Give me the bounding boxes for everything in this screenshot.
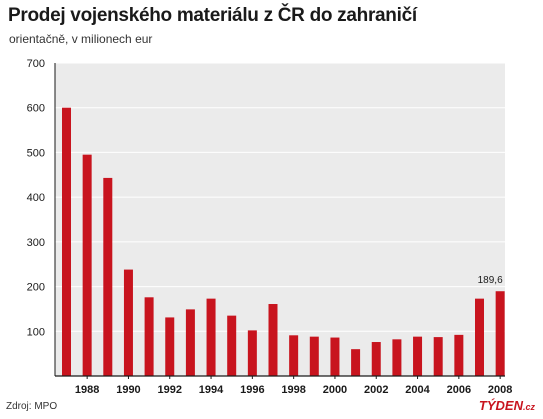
- brand-name: TÝDEN: [478, 398, 523, 413]
- plot-background: [55, 63, 505, 376]
- x-tick-label: 1994: [199, 384, 224, 396]
- bar-2005: [433, 337, 443, 376]
- bar-2002: [371, 342, 381, 376]
- bar-1997: [268, 304, 278, 376]
- bar-2007: [475, 298, 484, 376]
- bar-2003: [392, 339, 402, 376]
- x-tick-label: 1990: [116, 384, 140, 396]
- brand-logo: TÝDEN.cz: [479, 399, 535, 414]
- bar-1992: [165, 317, 175, 376]
- bar-1999: [309, 336, 319, 376]
- bar-1996: [247, 330, 257, 376]
- axes: [54, 63, 505, 379]
- bar-1989: [103, 177, 113, 376]
- bar-1988: [82, 154, 92, 376]
- y-tick-label: 300: [27, 237, 45, 249]
- bar-1994: [206, 298, 216, 376]
- y-tick-label: 100: [27, 326, 45, 338]
- value-label-2008: 189,6: [478, 275, 503, 286]
- chart-title: Prodej vojenského materiálu z ČR do zahr…: [8, 5, 417, 26]
- x-tick-label: 1998: [281, 384, 305, 396]
- bar-1990: [123, 269, 133, 376]
- bars: [62, 107, 505, 376]
- y-tick-label: 600: [27, 103, 45, 115]
- bar-2001: [351, 349, 361, 376]
- x-tick-label: 1992: [158, 384, 182, 396]
- chart-subtitle: orientačně, v milionech eur: [9, 32, 153, 46]
- x-tick-label: 1996: [240, 384, 264, 396]
- bar-1998: [289, 335, 299, 376]
- labels: 100 200 300 400 500 600 700 1988 1990 1992 1994 199…: [27, 58, 513, 396]
- y-tick-label: 700: [27, 58, 45, 70]
- x-tick-label: 1988: [75, 384, 99, 396]
- source-note: Zdroj: MPO: [6, 401, 58, 412]
- bar-1991: [144, 297, 154, 376]
- y-tick-label: 400: [27, 192, 45, 204]
- x-tick-label: 2002: [364, 384, 388, 396]
- bar-2006: [454, 334, 464, 376]
- bar-2004: [413, 336, 423, 376]
- x-tick-label: 2006: [447, 384, 471, 396]
- x-tick-label: 2000: [323, 384, 347, 396]
- x-tick-label: 2008: [488, 384, 512, 396]
- y-tick-label: 500: [27, 147, 45, 159]
- y-tick-label: 200: [27, 282, 45, 294]
- bar-2000: [330, 337, 340, 376]
- bar-1987: [62, 107, 71, 376]
- bar-1993: [185, 309, 195, 376]
- x-tick-label: 2004: [405, 384, 430, 396]
- bar-1995: [227, 315, 237, 376]
- bar-2008: [495, 291, 505, 376]
- brand-tld: .cz: [522, 402, 535, 412]
